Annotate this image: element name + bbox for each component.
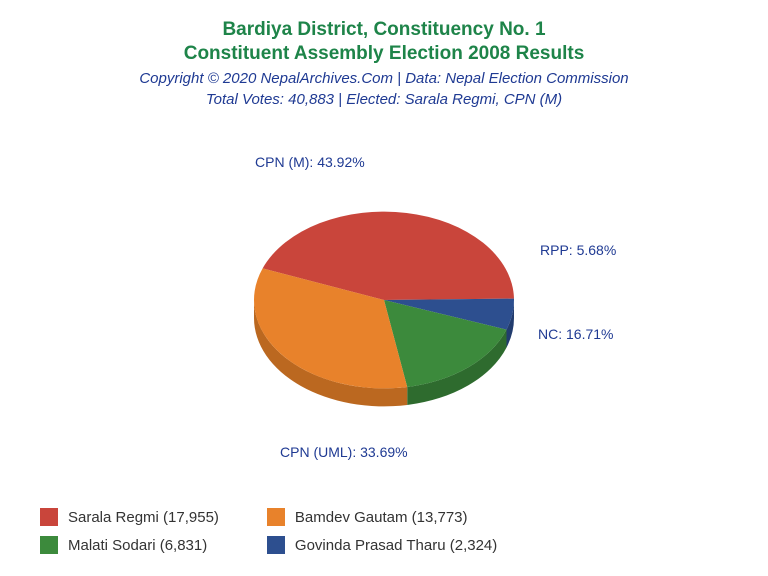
pie-slice-label: CPN (M): 43.92% <box>255 154 365 170</box>
legend-swatch <box>40 508 58 526</box>
legend-swatch <box>267 508 285 526</box>
legend-item: Bamdev Gautam (13,773) <box>267 508 497 526</box>
legend-label: Malati Sodari (6,831) <box>68 537 207 554</box>
title-line-1: Bardiya District, Constituency No. 1 <box>0 18 768 42</box>
legend-item: Sarala Regmi (17,955) <box>40 508 219 526</box>
legend-label: Sarala Regmi (17,955) <box>68 509 219 526</box>
legend-swatch <box>267 536 285 554</box>
pie-slice <box>254 268 407 388</box>
pie-slice <box>384 299 514 330</box>
legend-label: Bamdev Gautam (13,773) <box>295 509 468 526</box>
legend-item: Govinda Prasad Tharu (2,324) <box>267 536 497 554</box>
title-block: Bardiya District, Constituency No. 1 Con… <box>0 0 768 108</box>
legend-label: Govinda Prasad Tharu (2,324) <box>295 537 497 554</box>
pie-slice <box>263 212 514 300</box>
legend-item: Malati Sodari (6,831) <box>40 536 219 554</box>
title-line-2: Constituent Assembly Election 2008 Resul… <box>0 42 768 66</box>
pie-slice-label: NC: 16.71% <box>538 326 613 342</box>
subtitle-copyright: Copyright © 2020 NepalArchives.Com | Dat… <box>0 70 768 87</box>
legend-swatch <box>40 536 58 554</box>
subtitle-summary: Total Votes: 40,883 | Elected: Sarala Re… <box>0 91 768 108</box>
pie-slice-label: RPP: 5.68% <box>540 242 616 258</box>
pie-slice <box>384 300 506 387</box>
legend: Sarala Regmi (17,955) Bamdev Gautam (13,7… <box>40 508 497 554</box>
pie-slice-label: CPN (UML): 33.69% <box>280 444 408 460</box>
